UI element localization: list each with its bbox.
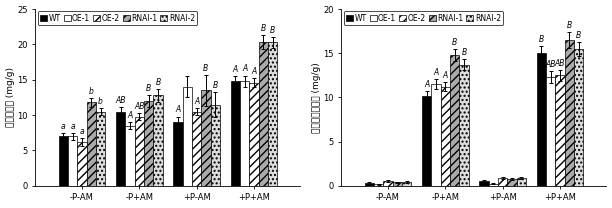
Bar <box>488 184 498 186</box>
Bar <box>231 81 240 186</box>
Bar <box>374 184 383 186</box>
Bar <box>211 104 220 186</box>
Text: AB: AB <box>134 102 144 111</box>
Text: B: B <box>452 38 457 47</box>
Bar <box>537 53 546 186</box>
Bar <box>125 126 135 186</box>
Bar <box>77 142 87 186</box>
Text: A: A <box>433 68 439 77</box>
Text: A: A <box>194 97 200 106</box>
Bar <box>182 87 192 186</box>
Legend: WT, OE-1, OE-2, RNAI-1, RNAI-2: WT, OE-1, OE-2, RNAI-1, RNAI-2 <box>344 11 503 25</box>
Text: A: A <box>127 111 133 120</box>
Bar <box>201 90 211 186</box>
Bar <box>459 65 469 186</box>
Bar <box>173 122 182 186</box>
Text: B: B <box>203 64 209 73</box>
Bar <box>402 182 411 186</box>
Bar <box>116 111 125 186</box>
Bar <box>517 178 526 186</box>
Text: B: B <box>270 26 275 35</box>
Bar <box>144 101 153 186</box>
Text: B: B <box>539 35 544 44</box>
Text: B: B <box>212 81 218 90</box>
Bar <box>479 181 488 186</box>
Bar <box>87 102 96 186</box>
Bar <box>574 49 583 186</box>
Text: B: B <box>576 31 581 40</box>
Bar <box>422 96 431 186</box>
Text: A: A <box>442 71 448 80</box>
Text: B: B <box>146 84 151 93</box>
Bar <box>498 178 507 186</box>
Bar <box>240 81 249 186</box>
Bar <box>393 182 402 186</box>
Bar <box>564 40 574 186</box>
Bar <box>555 75 564 186</box>
Text: A: A <box>176 105 181 114</box>
Text: A: A <box>252 67 256 76</box>
Bar <box>431 84 441 186</box>
Text: b: b <box>89 87 94 96</box>
Text: B: B <box>155 78 160 87</box>
Text: AB: AB <box>545 60 556 69</box>
Bar <box>96 111 105 186</box>
Bar <box>268 42 277 186</box>
Text: B: B <box>261 24 266 33</box>
Bar <box>135 116 144 186</box>
Text: a: a <box>61 122 65 131</box>
Y-axis label: 磷脂磷浓度 (mg/g): 磷脂磷浓度 (mg/g) <box>6 67 15 128</box>
Bar <box>258 42 268 186</box>
Bar <box>153 95 163 186</box>
Text: B: B <box>461 48 466 57</box>
Text: b: b <box>98 97 103 106</box>
Bar <box>450 55 459 186</box>
Text: A: A <box>242 64 247 73</box>
Bar <box>192 111 201 186</box>
Bar <box>383 181 393 186</box>
Text: a: a <box>70 122 75 131</box>
Bar <box>68 136 77 186</box>
Bar <box>365 183 374 186</box>
Text: A: A <box>424 80 430 89</box>
Text: a: a <box>80 127 84 136</box>
Text: B: B <box>567 21 572 30</box>
Legend: WT, OE-1, OE-2, RNAI-1, RNAI-2: WT, OE-1, OE-2, RNAI-1, RNAI-2 <box>38 11 197 25</box>
Bar <box>546 77 555 186</box>
Bar <box>59 136 68 186</box>
Bar <box>249 83 258 186</box>
Y-axis label: 短链多聚磷浓度 (mg/g): 短链多聚磷浓度 (mg/g) <box>312 62 321 133</box>
Text: AB: AB <box>116 96 126 105</box>
Text: A: A <box>233 65 238 74</box>
Bar <box>507 179 517 186</box>
Text: AB: AB <box>554 59 565 68</box>
Bar <box>441 87 450 186</box>
